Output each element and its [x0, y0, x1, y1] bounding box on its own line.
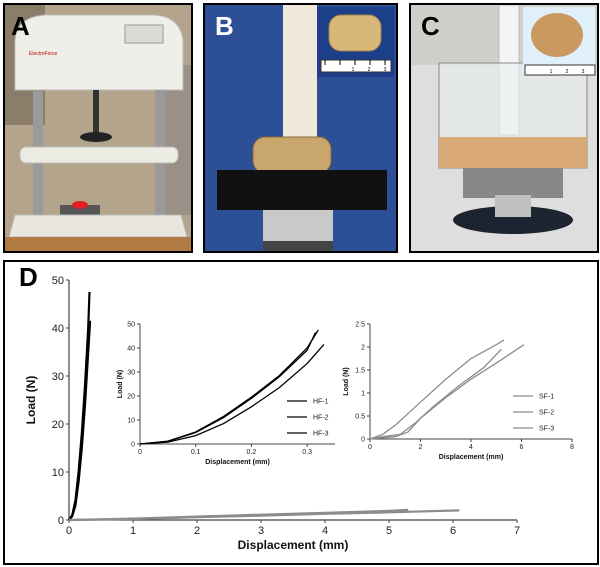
granular-sample-illustration: 1 2 3	[411, 5, 597, 251]
inset-hf-y-tick-label: 0	[131, 441, 135, 448]
inset-sf-x-axis-label: Displacement (mm)	[439, 454, 504, 461]
panel-label-c: C	[421, 11, 440, 41]
panel-label-d: D	[19, 262, 38, 292]
inset-sf-x-tick-label: 0	[368, 444, 372, 451]
main-x-tick-label: 4	[322, 525, 328, 537]
inset-chart-sf: 0 2 4 6 8 0 0.5 1 1.5 2 2.5 Displacement (mm) Load (…	[343, 321, 574, 461]
main-y-tick-label: 20	[52, 419, 64, 431]
cylinder-sample-illustration: 1 2 3	[205, 5, 396, 251]
inset-hf-x-tick-label: 0.3	[302, 449, 312, 456]
inset-hf-y-tick-label: 10	[127, 417, 135, 424]
inset-sf-x-tick-label: 8	[570, 444, 574, 451]
inset-sf-y-tick-label: 0	[361, 436, 365, 443]
main-x-axis-label: Displacement (mm)	[238, 538, 349, 552]
ruler-tick-c-2: 2	[566, 69, 569, 75]
panel-label-b: B	[215, 11, 234, 41]
inset-sf-x-tick-label: 6	[520, 444, 524, 451]
ruler-tick-c-1: 1	[550, 69, 553, 75]
inset-sf-y-axis-label: Load (N)	[343, 367, 350, 395]
testing-machine-illustration: ElectroForce	[5, 5, 191, 251]
main-x-tick-label: 7	[514, 525, 520, 537]
inset-hf-x-tick-label: 0.2	[247, 449, 257, 456]
inset-hf-y-tick-label: 50	[127, 321, 135, 328]
ruler-tick-b-3: 3	[384, 67, 387, 73]
main-x-tick-label: 2	[194, 525, 200, 537]
photo-cylinder-sample: 1 2 3 B	[203, 3, 398, 253]
main-y-tick-label: 10	[52, 467, 64, 479]
inset-chart-hf: 0 0.1 0.2 0.3 0 10 20 30 40 50 Displacement (mm) Lo…	[117, 321, 335, 466]
inset-hf-series-line-3	[139, 343, 325, 445]
panel-label-a: A	[11, 11, 30, 41]
main-x-tick-label: 5	[386, 525, 392, 537]
main-series-line-2	[68, 320, 92, 521]
ruler-tick-c-3: 3	[582, 69, 585, 75]
inset-hf-y-tick-label: 20	[127, 393, 135, 400]
inset-hf-x-tick-label: 0.1	[191, 449, 201, 456]
inset-sf-legend-label: SF-3	[539, 426, 554, 433]
main-series-line-1	[68, 291, 91, 521]
main-x-tick-label: 0	[66, 525, 72, 537]
inset-hf-y-axis-label: Load (N)	[117, 370, 124, 398]
inset-sf-y-tick-label: 1	[361, 390, 365, 397]
main-series-line-4	[68, 509, 460, 522]
inset-hf-y-tick-label: 30	[127, 369, 135, 376]
chart-panel: D 0 1 2 3 4 5 6 7 0 10 20 30 40 50 Displacement (mm) Lo…	[3, 260, 599, 565]
inset-sf-series-line-1	[369, 339, 505, 440]
photo-granular-sample: 1 2 3 C	[409, 3, 599, 253]
inset-sf-x-tick-label: 2	[419, 444, 423, 451]
inset-sf-y-tick-label: 1.5	[355, 367, 365, 374]
inset-sf-series-line-2	[369, 348, 502, 440]
inset-sf-legend-label: SF-2	[539, 410, 554, 417]
main-y-tick-label: 50	[52, 275, 64, 287]
inset-hf-x-axis-label: Displacement (mm)	[205, 459, 270, 466]
machine-brand-text: ElectroForce	[29, 51, 58, 57]
inset-hf-legend-label: HF-3	[313, 431, 329, 438]
main-y-tick-label: 0	[58, 515, 64, 527]
inset-hf-series-line-2	[139, 332, 317, 445]
inset-hf-y-tick-label: 40	[127, 345, 135, 352]
inset-sf-y-tick-label: 2	[361, 344, 365, 351]
inset-sf-series-line-3	[369, 344, 525, 440]
inset-sf-y-tick-label: 0.5	[355, 413, 365, 420]
photo-testing-machine: ElectroForce A	[3, 3, 193, 253]
main-x-tick-label: 3	[258, 525, 264, 537]
ruler-tick-b-2: 2	[368, 67, 371, 73]
main-x-tick-label: 1	[130, 525, 136, 537]
inset-hf-series-line-1	[139, 329, 319, 445]
main-y-tick-label: 30	[52, 371, 64, 383]
main-x-tick-label: 6	[450, 525, 456, 537]
inset-hf-legend-label: HF-1	[313, 399, 329, 406]
inset-hf-legend-label: HF-2	[313, 415, 329, 422]
inset-sf-legend-label: SF-1	[539, 394, 554, 401]
main-y-axis-label: Load (N)	[24, 376, 38, 425]
inset-hf-x-tick-label: 0	[138, 449, 142, 456]
ruler-tick-b-1: 1	[352, 67, 355, 73]
inset-sf-y-tick-label: 2.5	[355, 321, 365, 328]
inset-sf-x-tick-label: 4	[469, 444, 473, 451]
main-y-tick-label: 40	[52, 323, 64, 335]
